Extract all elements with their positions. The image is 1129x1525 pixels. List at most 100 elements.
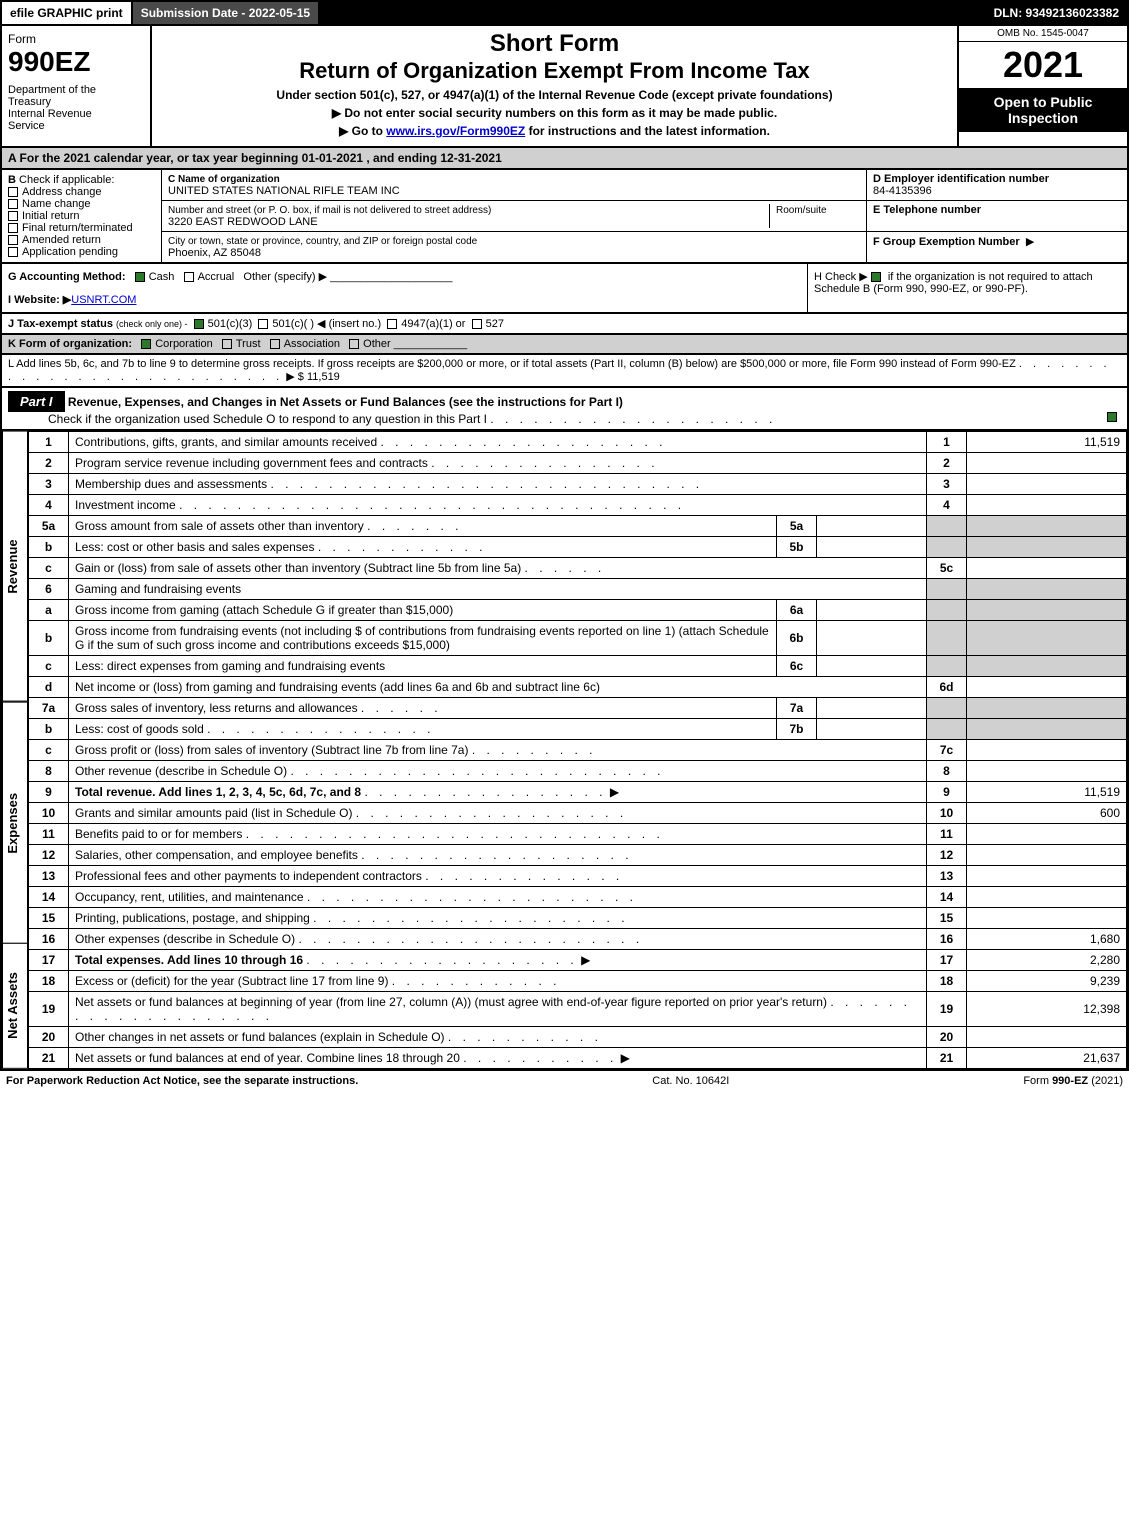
lines-body: 1Contributions, gifts, grants, and simil…	[28, 431, 1127, 1069]
ln1-n: 1	[29, 432, 69, 453]
ln5a-d: Gross amount from sale of assets other t…	[75, 519, 364, 533]
ln6a-vg	[967, 600, 1127, 621]
checkbox-h[interactable]	[871, 272, 881, 282]
checkbox-4947[interactable]	[387, 319, 397, 329]
ln3-v	[967, 474, 1127, 495]
ln16-v: 1,680	[967, 929, 1127, 950]
ln10-v: 600	[967, 803, 1127, 824]
checkbox-accrual[interactable]	[184, 272, 194, 282]
bullet-goto: ▶ Go to www.irs.gov/Form990EZ for instru…	[162, 124, 947, 138]
ein-value: 84-4135396	[873, 185, 932, 197]
checkbox-cash[interactable]	[135, 272, 145, 282]
opt-501c3: 501(c)(3)	[208, 318, 253, 330]
column-c: C Name of organization UNITED STATES NAT…	[162, 170, 867, 262]
ln10-col: 10	[927, 803, 967, 824]
checkbox-corp[interactable]	[141, 339, 151, 349]
side-netassets: Net Assets	[2, 943, 28, 1069]
ln14-v	[967, 887, 1127, 908]
irs-link[interactable]: www.irs.gov/Form990EZ	[386, 124, 525, 138]
opt-cash: Cash	[149, 271, 175, 283]
ln12-d: Salaries, other compensation, and employ…	[75, 848, 358, 862]
ln3-d: Membership dues and assessments	[75, 477, 267, 491]
ln6d-v	[967, 677, 1127, 698]
ln19-col: 19	[927, 992, 967, 1027]
ln20-v	[967, 1027, 1127, 1048]
ln11-col: 11	[927, 824, 967, 845]
checkbox-501c3[interactable]	[194, 319, 204, 329]
row-i: I Website: ▶USNRT.COM	[8, 293, 801, 306]
checkbox-527[interactable]	[472, 319, 482, 329]
checkbox-501c[interactable]	[258, 319, 268, 329]
j-label: J Tax-exempt status	[8, 318, 113, 330]
ln6b-vg	[967, 621, 1127, 656]
ln13-n: 13	[29, 866, 69, 887]
ln6a-cg	[927, 600, 967, 621]
ln16-n: 16	[29, 929, 69, 950]
org-name: UNITED STATES NATIONAL RIFLE TEAM INC	[168, 185, 400, 197]
ln16-d: Other expenses (describe in Schedule O)	[75, 932, 295, 946]
checkbox-address-change[interactable]	[8, 187, 18, 197]
checkbox-part1-scho[interactable]	[1107, 412, 1117, 422]
ln7a-d: Gross sales of inventory, less returns a…	[75, 701, 358, 715]
department-label: Department of theTreasuryInternal Revenu…	[8, 84, 144, 132]
ln7b-sv	[817, 719, 927, 740]
ln13-d: Professional fees and other payments to …	[75, 869, 422, 883]
ln14-d: Occupancy, rent, utilities, and maintena…	[75, 890, 304, 904]
ln12-v	[967, 845, 1127, 866]
checkbox-assoc[interactable]	[270, 339, 280, 349]
tax-year: 2021	[959, 42, 1127, 88]
checkbox-amended[interactable]	[8, 235, 18, 245]
ln18-col: 18	[927, 971, 967, 992]
ln3-n: 3	[29, 474, 69, 495]
ln7c-n: c	[29, 740, 69, 761]
checkbox-initial-return[interactable]	[8, 211, 18, 221]
ln6a-sub: 6a	[777, 600, 817, 621]
d-ein-label: D Employer identification number	[873, 173, 1049, 185]
ln19-v: 12,398	[967, 992, 1127, 1027]
room-label: Room/suite	[776, 205, 827, 216]
street-label: Number and street (or P. O. box, if mail…	[168, 205, 491, 216]
ln7b-cg	[927, 719, 967, 740]
bullet-ssn: ▶ Do not enter social security numbers o…	[162, 106, 947, 120]
ln15-n: 15	[29, 908, 69, 929]
ln8-d: Other revenue (describe in Schedule O)	[75, 764, 287, 778]
ln12-n: 12	[29, 845, 69, 866]
ln10-n: 10	[29, 803, 69, 824]
ln9-d: Total revenue. Add lines 1, 2, 3, 4, 5c,…	[75, 785, 361, 799]
c-name-label: C Name of organization	[168, 174, 280, 185]
street-value: 3220 EAST REDWOOD LANE	[168, 216, 318, 228]
main-title: Return of Organization Exempt From Incom…	[162, 58, 947, 84]
ln7b-n: b	[29, 719, 69, 740]
checkbox-final-return[interactable]	[8, 223, 18, 233]
ln5b-d: Less: cost or other basis and sales expe…	[75, 540, 314, 554]
ln11-d: Benefits paid to or for members	[75, 827, 242, 841]
ln7a-sv	[817, 698, 927, 719]
header-left: Form 990EZ Department of theTreasuryInte…	[2, 26, 152, 146]
checkbox-app-pending[interactable]	[8, 247, 18, 257]
column-b: B Check if applicable: Address change Na…	[2, 170, 162, 262]
short-form-title: Short Form	[162, 30, 947, 58]
ln2-v	[967, 453, 1127, 474]
ln5b-cg	[927, 537, 967, 558]
ln6c-sub: 6c	[777, 656, 817, 677]
header-center: Short Form Return of Organization Exempt…	[152, 26, 957, 146]
section-bcdef: B Check if applicable: Address change Na…	[0, 170, 1129, 264]
ln6a-d: Gross income from gaming (attach Schedul…	[69, 600, 777, 621]
ln8-n: 8	[29, 761, 69, 782]
ln6b-n: b	[29, 621, 69, 656]
opt-initial-return: Initial return	[22, 210, 79, 222]
ln17-v: 2,280	[967, 950, 1127, 971]
checkbox-other-org[interactable]	[349, 339, 359, 349]
ln9-n: 9	[29, 782, 69, 803]
row-k: K Form of organization: Corporation Trus…	[0, 335, 1129, 355]
checkbox-trust[interactable]	[222, 339, 232, 349]
footer-right: Form 990-EZ (2021)	[1023, 1075, 1123, 1087]
efile-label[interactable]: efile GRAPHIC print	[2, 2, 133, 24]
website-value[interactable]: USNRT.COM	[71, 294, 136, 306]
ln7c-v	[967, 740, 1127, 761]
page-footer: For Paperwork Reduction Act Notice, see …	[0, 1071, 1129, 1091]
checkbox-name-change[interactable]	[8, 199, 18, 209]
row-a-calendar-year: A For the 2021 calendar year, or tax yea…	[0, 148, 1129, 170]
e-phone-label: E Telephone number	[873, 204, 981, 216]
ln7a-vg	[967, 698, 1127, 719]
